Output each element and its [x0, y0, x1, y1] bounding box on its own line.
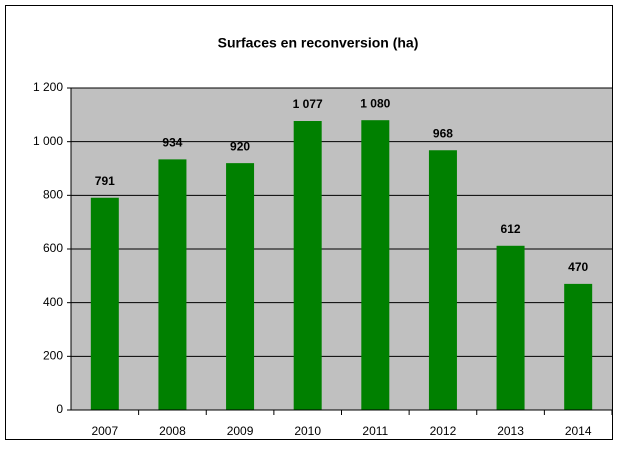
value-label: 968	[433, 126, 453, 140]
bar	[226, 163, 255, 410]
x-tick-label: 2014	[565, 424, 592, 438]
bar	[428, 150, 457, 410]
value-label: 470	[568, 260, 588, 274]
value-label: 1 080	[360, 96, 390, 110]
y-tick-label: 200	[43, 349, 63, 363]
x-tick-label: 2010	[294, 424, 321, 438]
bar	[90, 197, 119, 410]
chart-title: Surfaces en reconversion (ha)	[218, 35, 419, 51]
bar	[361, 120, 390, 410]
value-label: 791	[95, 174, 115, 188]
bar	[564, 283, 593, 410]
value-label: 934	[162, 136, 182, 150]
y-tick-label: 400	[43, 295, 63, 309]
x-tick-label: 2011	[362, 424, 388, 438]
value-label: 920	[230, 139, 250, 153]
bar	[293, 121, 322, 410]
x-tick-label: 2008	[159, 424, 186, 438]
y-tick-label: 1 200	[33, 80, 63, 94]
x-tick-label: 2013	[497, 424, 524, 438]
x-tick-label: 2012	[430, 424, 457, 438]
y-tick-label: 1 000	[33, 134, 63, 148]
y-tick-label: 0	[56, 402, 63, 416]
value-label: 1 077	[293, 97, 323, 111]
value-label: 612	[501, 222, 521, 236]
y-tick-label: 600	[43, 241, 63, 255]
x-tick-label: 2007	[91, 424, 118, 438]
bar	[158, 159, 187, 410]
y-tick-label: 800	[43, 188, 63, 202]
bar	[496, 245, 525, 410]
x-tick-label: 2009	[227, 424, 254, 438]
